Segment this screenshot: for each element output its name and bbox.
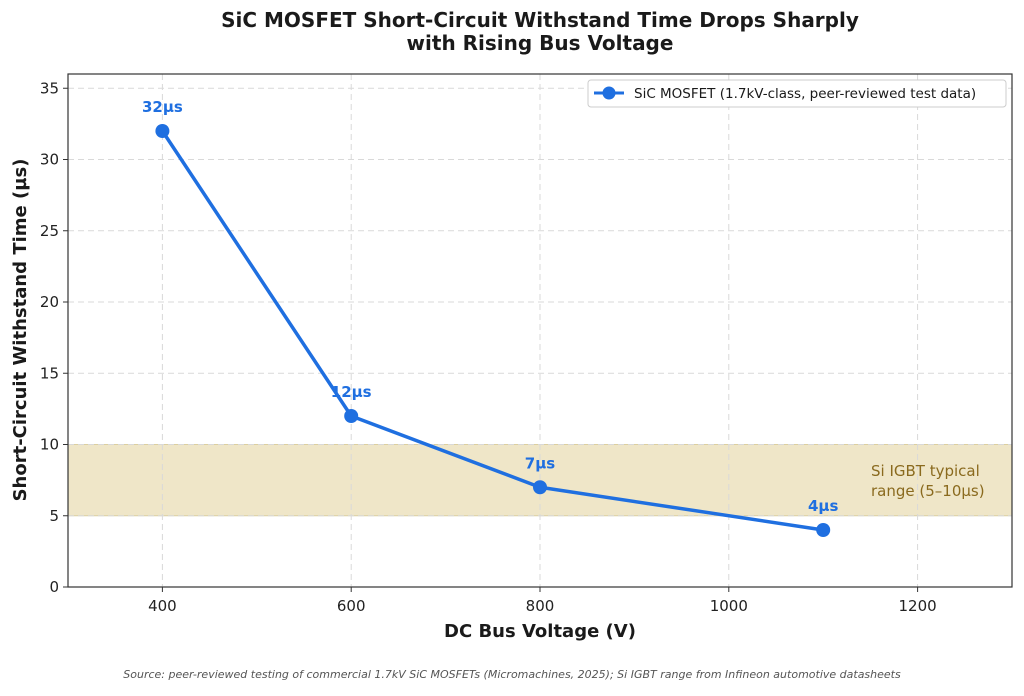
- legend-dot-marker: [602, 86, 616, 100]
- data-label: 32µs: [142, 98, 183, 116]
- data-label: 12µs: [331, 383, 372, 401]
- x-tick-label: 600: [337, 597, 366, 615]
- data-label: 7µs: [525, 454, 555, 472]
- legend-series-label: SiC MOSFET (1.7kV-class, peer-reviewed t…: [634, 86, 976, 102]
- y-tick-label: 25: [40, 222, 59, 240]
- y-tick-label: 35: [40, 79, 59, 97]
- legend: SiC MOSFET (1.7kV-class, peer-reviewed t…: [587, 79, 1007, 108]
- x-tick-label: 1200: [899, 597, 937, 615]
- legend-box: [587, 79, 1007, 108]
- y-tick-label: 0: [49, 578, 59, 596]
- source-note: Source: peer-reviewed testing of commerc…: [123, 668, 901, 681]
- x-tick-label: 800: [526, 597, 555, 615]
- data-label: 4µs: [808, 497, 838, 515]
- y-tick-label: 5: [49, 507, 59, 525]
- data-point: [344, 409, 359, 423]
- y-axis-label: Short-Circuit Withstand Time (µs): [10, 159, 31, 502]
- data-point: [155, 124, 170, 138]
- band-label-line-1: Si IGBT typical: [871, 462, 980, 480]
- x-axis-label: DC Bus Voltage (V): [444, 621, 636, 642]
- series-layer: 32µs 12µs 7µs 4µs: [142, 98, 838, 537]
- y-tick-label: 30: [40, 151, 59, 169]
- y-tick-label: 10: [40, 436, 59, 454]
- chart-title-line-1: SiC MOSFET Short-Circuit Withstand Time …: [221, 8, 859, 32]
- series-line: [160, 129, 825, 532]
- y-tick-label: 15: [40, 364, 59, 382]
- data-point: [816, 523, 831, 537]
- x-tick-label: 1000: [710, 597, 748, 615]
- band-label-line-2: range (5–10µs): [871, 482, 985, 500]
- ticks-layer: 400 600 800 1000 1200 0 5 10 15 20 25 30 35: [40, 79, 937, 615]
- x-tick-label: 400: [148, 597, 177, 615]
- chart-title-line-2: with Rising Bus Voltage: [407, 31, 674, 55]
- data-point: [533, 480, 547, 495]
- y-tick-label: 20: [40, 293, 59, 311]
